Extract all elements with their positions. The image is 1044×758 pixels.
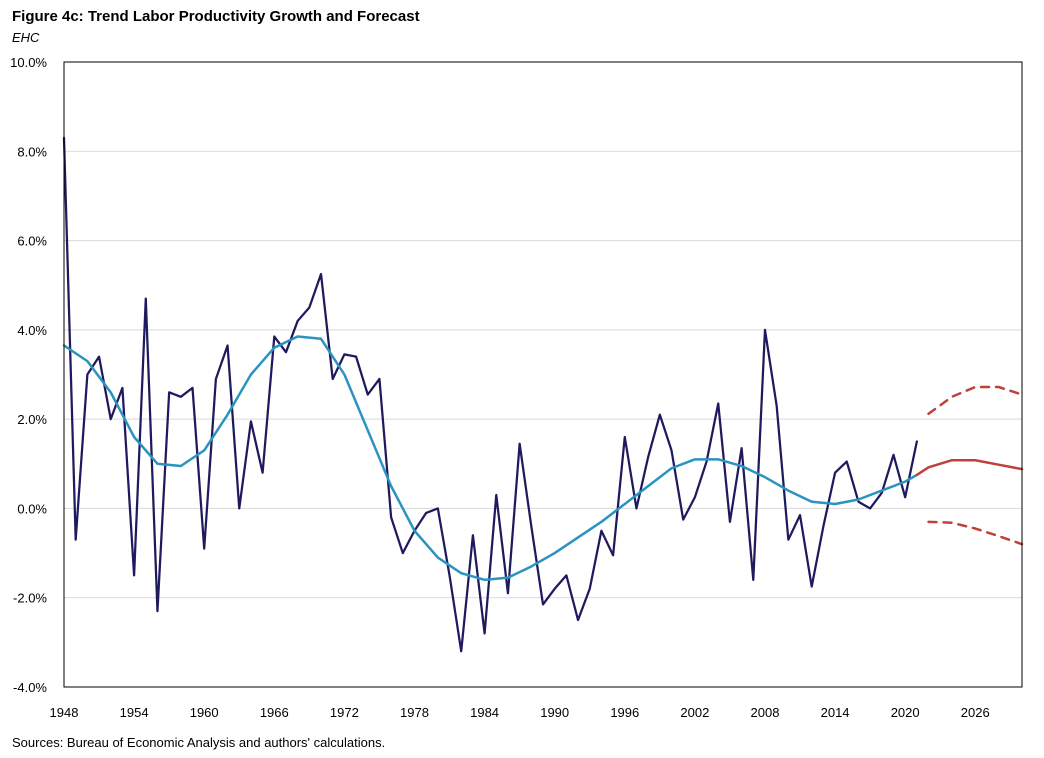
x-tick-label: 2026 bbox=[961, 705, 990, 720]
chart-title: Figure 4c: Trend Labor Productivity Grow… bbox=[12, 8, 420, 25]
series-line-forecast-lower-bound bbox=[927, 520, 1024, 546]
y-axis-tick-labels: -4.0% -2.0% 0.0% 2.0% 4.0% 6.0% 8.0% 10.0% bbox=[10, 55, 47, 695]
x-tick-label: 1990 bbox=[540, 705, 569, 720]
series-line-forecast-upper-bound bbox=[927, 385, 1024, 416]
x-tick-label: 1948 bbox=[50, 705, 79, 720]
series-line-trend bbox=[62, 335, 919, 582]
y-tick-label: -4.0% bbox=[13, 680, 47, 695]
x-tick-label: 1972 bbox=[330, 705, 359, 720]
y-tick-label: -2.0% bbox=[13, 591, 47, 606]
y-tick-label: 4.0% bbox=[17, 323, 47, 338]
series-line-labor-productivity-growth bbox=[62, 136, 918, 653]
series-lines bbox=[62, 136, 1024, 653]
x-tick-label: 2008 bbox=[751, 705, 780, 720]
x-tick-label: 1954 bbox=[120, 705, 149, 720]
x-tick-label: 1960 bbox=[190, 705, 219, 720]
y-tick-label: 10.0% bbox=[10, 55, 47, 70]
chart-subtitle: EHC bbox=[12, 30, 40, 45]
x-tick-label: 2002 bbox=[680, 705, 709, 720]
y-tick-label: 0.0% bbox=[17, 501, 47, 516]
x-axis-tick-labels: 1948 1954 1960 1966 1972 1978 1984 1990 1996 2002… bbox=[50, 705, 990, 720]
x-tick-label: 2020 bbox=[891, 705, 920, 720]
gridlines bbox=[64, 61, 1022, 688]
x-tick-label: 1996 bbox=[610, 705, 639, 720]
x-tick-label: 2014 bbox=[821, 705, 850, 720]
x-tick-label: 1978 bbox=[400, 705, 429, 720]
y-tick-label: 8.0% bbox=[17, 144, 47, 159]
x-tick-label: 1984 bbox=[470, 705, 499, 720]
source-note: Sources: Bureau of Economic Analysis and… bbox=[12, 735, 386, 750]
y-tick-label: 6.0% bbox=[17, 234, 47, 249]
x-tick-label: 1966 bbox=[260, 705, 289, 720]
plot-frame bbox=[63, 61, 1023, 688]
y-tick-label: 2.0% bbox=[17, 412, 47, 427]
series-line-forecast bbox=[915, 458, 1024, 477]
